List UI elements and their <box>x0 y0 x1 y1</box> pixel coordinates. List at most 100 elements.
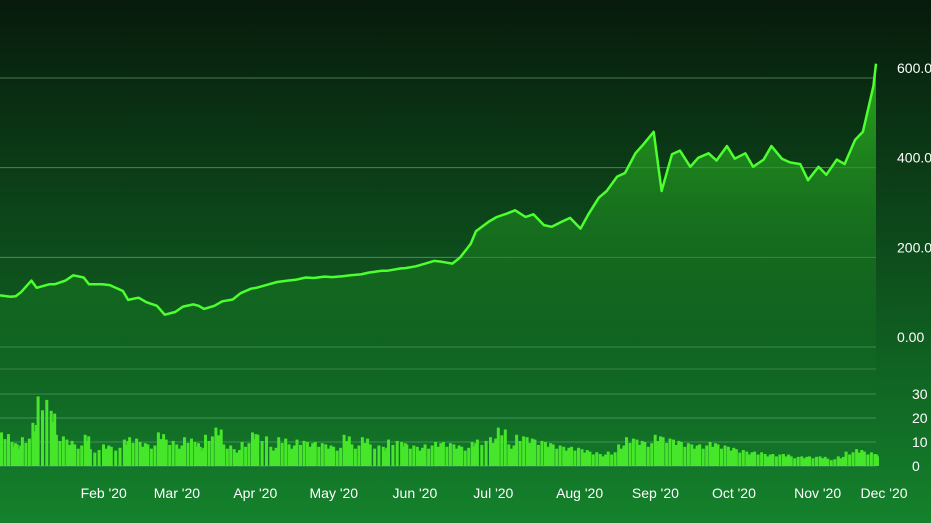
volume-bar <box>164 439 168 466</box>
volume-bar <box>235 452 239 466</box>
volume-bar <box>61 436 65 466</box>
volume-bar <box>564 450 568 466</box>
volume-bar <box>324 444 328 466</box>
volume-bar <box>528 443 532 466</box>
volume-bar <box>622 445 626 466</box>
volume-bars <box>0 396 879 466</box>
volume-bar <box>448 443 452 466</box>
volume-bar <box>631 438 635 466</box>
volume-bar <box>570 446 574 466</box>
volume-bar <box>360 437 364 466</box>
volume-bar <box>128 437 132 466</box>
volume-bar <box>452 444 456 466</box>
volume-bar <box>491 443 495 466</box>
date-tick-label: Apr '20 <box>233 485 277 501</box>
volume-bar <box>290 448 294 466</box>
volume-bar <box>829 460 833 466</box>
volume-bar <box>650 443 654 466</box>
volume-bar <box>13 443 17 466</box>
volume-bar <box>601 456 605 466</box>
date-axis: Feb '20 Mar '20 Apr '20 May '20 Jun '20 Jul '… <box>81 485 908 501</box>
volume-bar <box>171 440 175 466</box>
volume-bar <box>753 451 757 466</box>
volume-bar <box>34 425 38 466</box>
volume-bar <box>686 443 690 466</box>
volume-bar <box>741 450 745 466</box>
volume-bar <box>643 442 647 466</box>
volume-bar <box>862 451 866 466</box>
volume-bar <box>784 456 788 466</box>
volume-bar <box>339 447 343 466</box>
volume-bar <box>445 446 449 466</box>
volume-bar <box>73 444 77 466</box>
volume-bar <box>551 444 555 466</box>
volume-bar <box>15 444 19 466</box>
volume-bar <box>610 454 614 466</box>
volume-bar <box>546 446 550 466</box>
volume-bar <box>53 413 57 466</box>
volume-bar <box>195 446 199 466</box>
volume-bar <box>421 447 424 466</box>
volume-bar <box>774 456 778 466</box>
price-axis: 600.00 400.00 200.00 0.00 <box>897 60 931 345</box>
volume-bar <box>377 445 381 466</box>
volume-bar <box>302 440 306 466</box>
volume-bar <box>494 438 498 466</box>
volume-bar <box>93 452 97 466</box>
volume-bar <box>418 450 422 466</box>
volume-bar <box>287 444 291 466</box>
volume-bar <box>335 450 339 466</box>
volume-bar <box>305 442 309 466</box>
volume-bar <box>826 458 830 466</box>
volume-bar <box>400 442 404 466</box>
volume-bar <box>747 454 751 466</box>
volume-bar <box>745 451 749 466</box>
volume-bar <box>808 456 811 466</box>
volume-bar <box>162 434 166 466</box>
volume-bar <box>217 435 220 466</box>
volume-bar <box>613 452 617 466</box>
volume-bar <box>567 447 571 466</box>
volume-bar <box>202 447 206 466</box>
volume-bar <box>222 444 226 466</box>
volume-bar <box>41 410 44 466</box>
volume-bar <box>580 449 584 466</box>
volume-bar <box>269 446 273 466</box>
volume-bar <box>311 443 315 466</box>
volume-bar <box>131 443 135 466</box>
volume-bar <box>439 443 443 466</box>
volume-bar <box>771 454 775 466</box>
volume-bar <box>653 434 657 466</box>
volume-bar <box>588 451 592 466</box>
volume-bar <box>357 445 361 466</box>
volume-bar <box>781 454 785 466</box>
volume-bar <box>738 452 742 466</box>
price-line <box>0 63 878 316</box>
volume-bar <box>387 439 390 466</box>
price-tick-label: 0.00 <box>897 329 924 345</box>
volume-bar <box>214 427 218 466</box>
volume-bar <box>617 444 621 466</box>
volume-bar <box>102 444 105 466</box>
volume-bar <box>536 444 540 466</box>
volume-bar <box>512 445 516 466</box>
volume-bar <box>83 434 87 466</box>
date-tick-label: Sep '20 <box>632 485 679 501</box>
volume-bar <box>54 434 58 466</box>
volume-bar <box>833 459 837 466</box>
price-tick-label: 600.00 <box>897 60 931 76</box>
volume-bar <box>734 449 738 466</box>
volume-bar <box>844 451 848 466</box>
volume-bar <box>88 449 92 466</box>
volume-bar <box>480 444 484 466</box>
date-tick-label: Jun '20 <box>393 485 438 501</box>
volume-bar <box>0 432 3 466</box>
volume-tick-label: 20 <box>912 410 928 426</box>
volume-bar <box>441 442 445 466</box>
volume-bar <box>750 452 754 466</box>
volume-bar <box>87 436 91 466</box>
volume-bar <box>635 439 639 466</box>
volume-bar <box>277 437 281 466</box>
volume-bar <box>525 437 529 466</box>
volume-bar <box>540 440 544 466</box>
